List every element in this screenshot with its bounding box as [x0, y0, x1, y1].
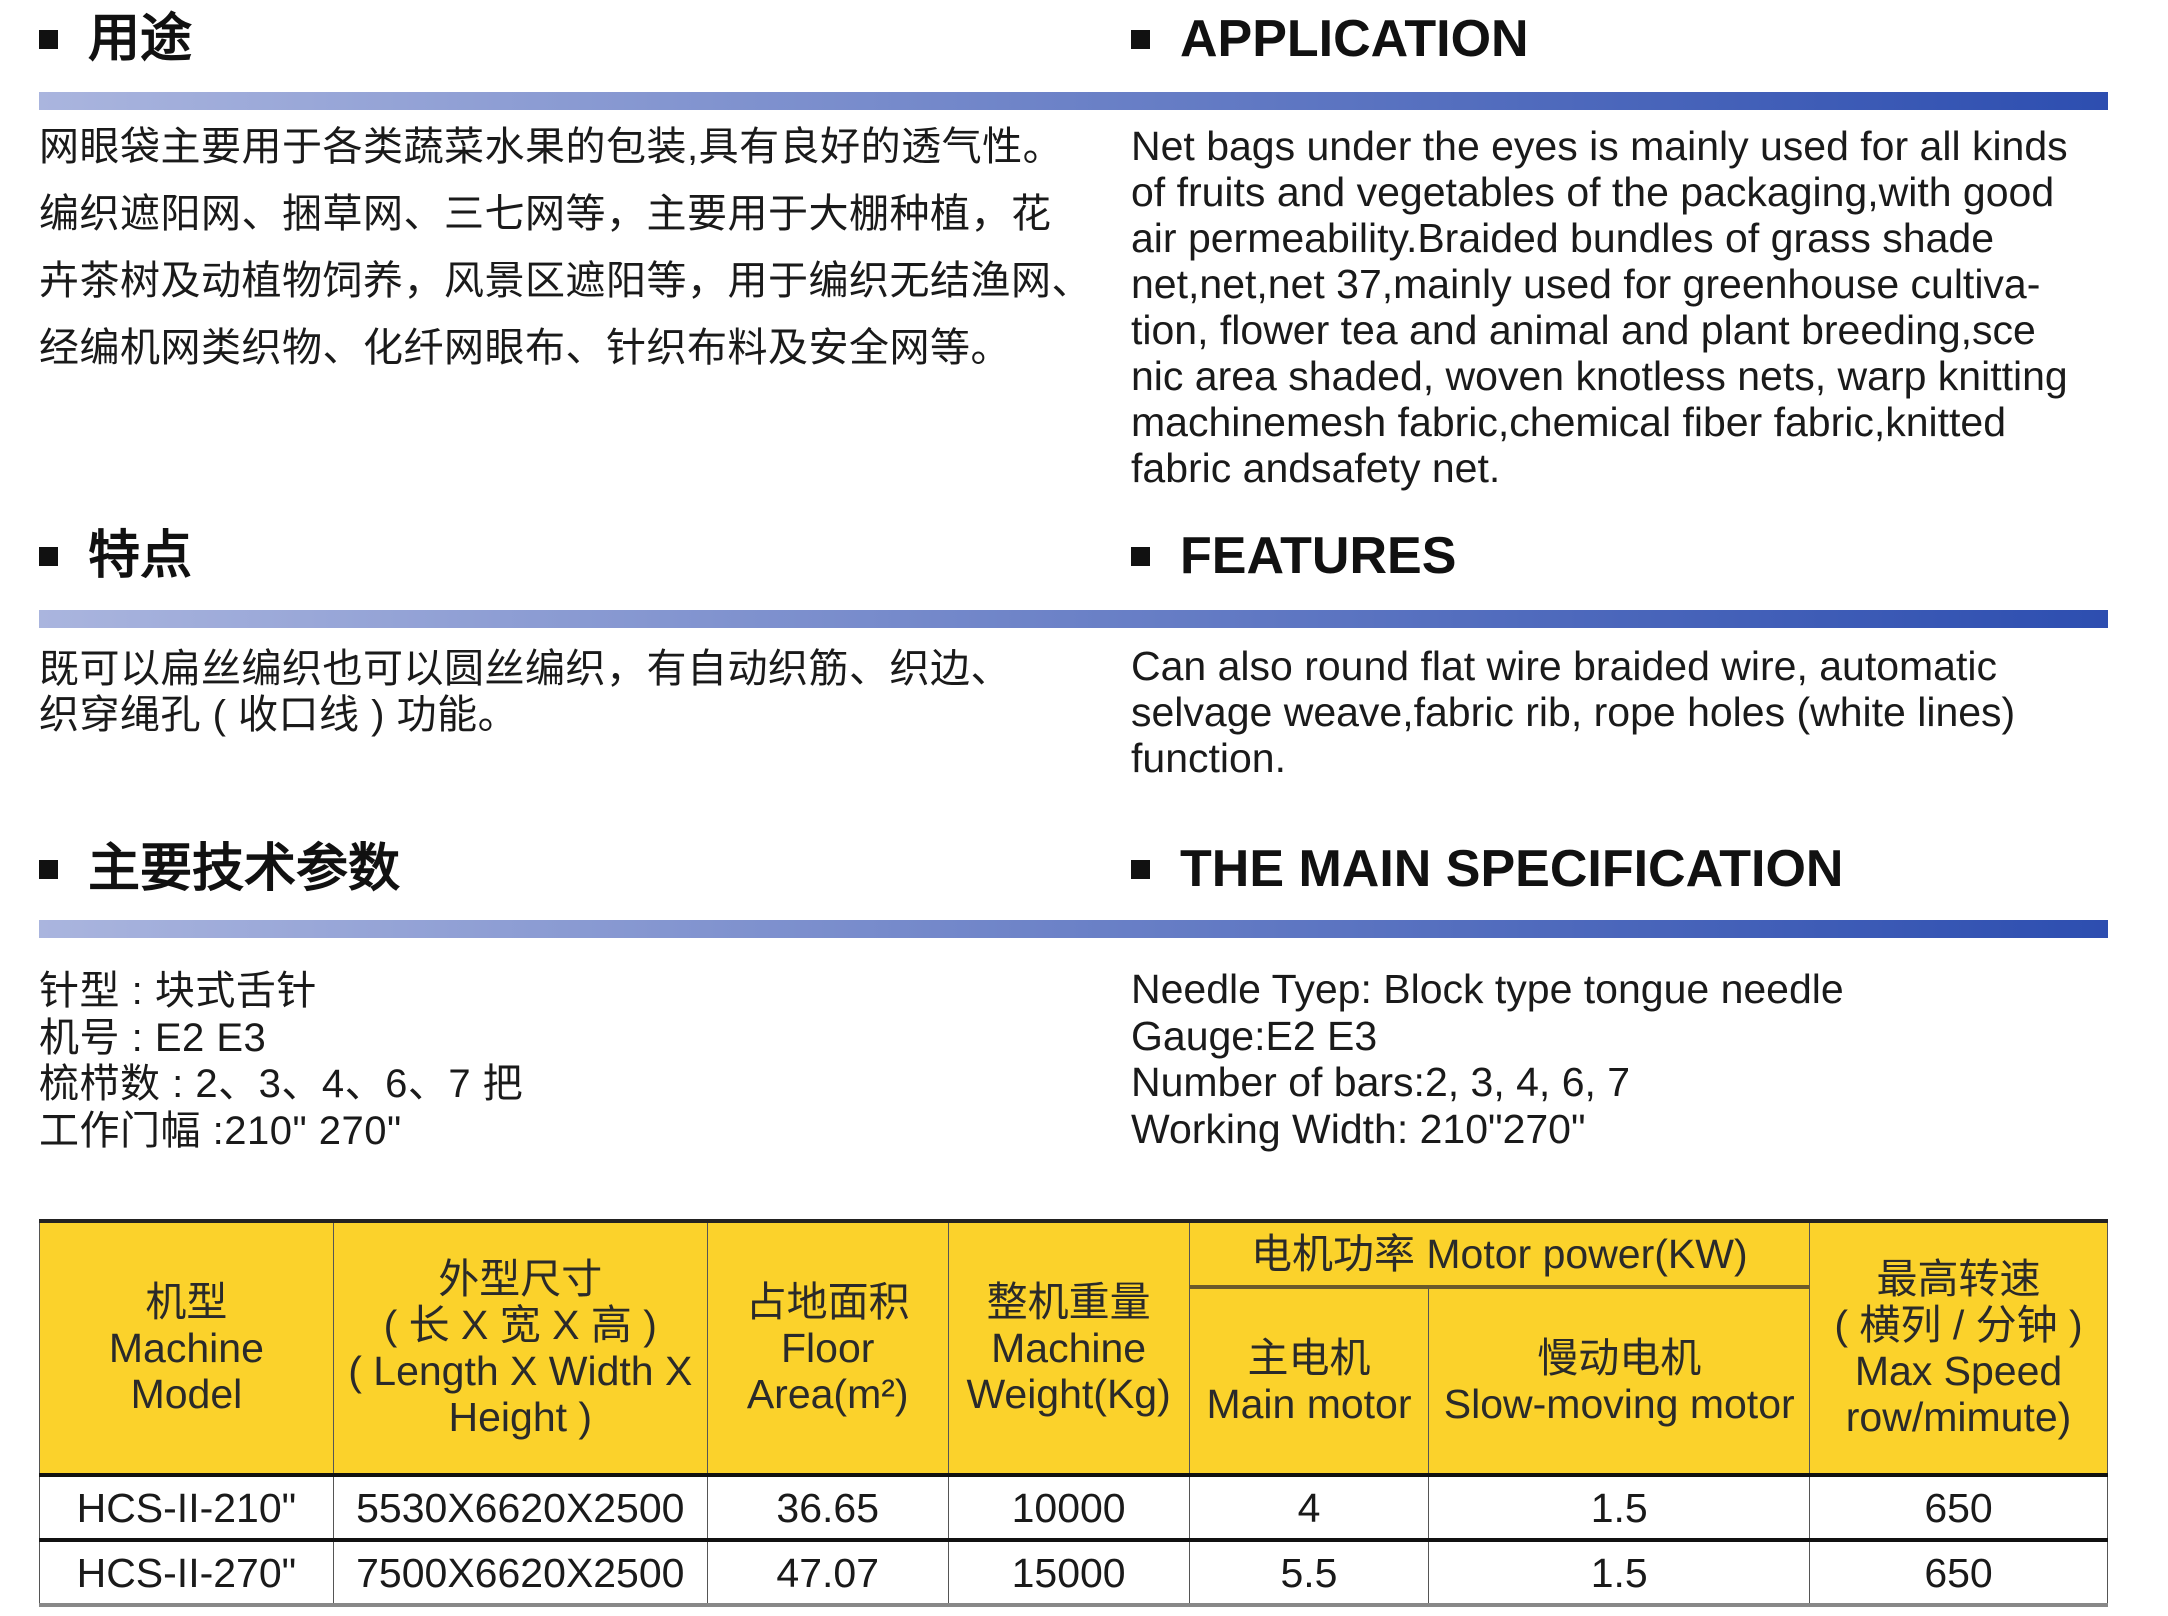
text-line: of fruits and vegetables of the packagin…	[1131, 169, 2055, 215]
cell-main-motor: 5.5	[1188, 1538, 1430, 1607]
header-line: row/mimute)	[1845, 1394, 2072, 1440]
text-line: nic area shaded, woven knotless nets, wa…	[1131, 353, 2068, 399]
cell-model: HCS-II-270"	[39, 1538, 334, 1607]
section-divider-bar	[39, 610, 2108, 628]
heading-text: 用途	[88, 10, 193, 68]
header-line: 整机重量	[986, 1279, 1151, 1325]
header-line: Floor	[780, 1325, 875, 1371]
cell-slow-motor: 1.5	[1428, 1473, 1811, 1541]
spec-text-zh: 针型 : 块式舌针 机号 : E2 E3 梳栉数 : 2、3、4、6、7 把 工…	[39, 968, 1109, 1154]
table-row: HCS-II-210" 5530X6620X2500 36.65 10000 4…	[39, 1473, 2108, 1541]
text-line: 织穿绳孔 ( 收口线 ) 功能。	[39, 693, 519, 737]
spec-heading-en: THE MAIN SPECIFICATION	[1131, 839, 1843, 899]
header-line: Main motor	[1206, 1381, 1412, 1427]
application-heading-zh: 用途	[39, 9, 192, 69]
header-size: 外型尺寸( 长 X 宽 X 高 )( Length X Width X Heigh…	[332, 1219, 708, 1476]
text-line: Needle Tyep: Block type tongue needle	[1131, 966, 1844, 1012]
bullet-square-icon	[1131, 546, 1150, 566]
features-text-zh: 既可以扁丝编织也可以圆丝编织，有自动织筋、织边、 织穿绳孔 ( 收口线 ) 功能…	[39, 646, 1109, 738]
features-heading-zh: 特点	[39, 526, 192, 586]
text-line: Working Width: 210"270"	[1131, 1105, 1586, 1152]
header-line: Weight(Kg)	[966, 1371, 1171, 1417]
text-line: 经编机网类织物、化纤网眼布、针织布料及安全网等。	[39, 326, 1011, 370]
header-line: Machine	[108, 1325, 264, 1371]
text-line: 卉茶树及动植物饲养，风景区遮阳等，用于编织无结渔网、	[39, 259, 1092, 303]
header-slow-motor: 慢动电机 Slow-moving motor	[1428, 1286, 1811, 1476]
heading-text: 特点	[88, 527, 193, 585]
cell-main-motor: 4	[1188, 1473, 1430, 1541]
text-line: Can also round flat wire braided wire, a…	[1131, 643, 1997, 689]
header-main-motor: 主电机 Main motor	[1188, 1286, 1430, 1476]
text-line: 网眼袋主要用于各类蔬菜水果的包装,具有良好的透气性。	[39, 125, 1064, 169]
text-line: air permeability.Braided bundles of gras…	[1131, 215, 1995, 261]
text-line: Gauge:E2 E3	[1131, 1012, 1378, 1059]
header-line: 慢动电机	[1537, 1335, 1702, 1381]
section-divider-bar	[39, 920, 2108, 938]
cell-speed: 650	[1809, 1473, 2108, 1541]
text-line: tion, flower tea and animal and plant br…	[1131, 307, 2036, 353]
text-line: 梳栉数 : 2、3、4、6、7 把	[39, 1062, 524, 1106]
cell-size: 7500X6620X2500	[332, 1538, 708, 1607]
header-line: Max Speed	[1854, 1348, 2063, 1394]
table-row: HCS-II-270" 7500X6620X2500 47.07 15000 5…	[39, 1538, 2108, 1607]
header-line: ( Length X Width X	[348, 1348, 693, 1394]
header-line: Area(m²)	[746, 1371, 909, 1417]
text-line: 针型 : 块式舌针	[39, 969, 317, 1013]
header-line: Slow-moving motor	[1443, 1381, 1795, 1427]
cell-slow-motor: 1.5	[1428, 1538, 1811, 1607]
header-line: Machine	[991, 1325, 1147, 1371]
header-line: Model	[130, 1371, 243, 1417]
application-text-en: Net bags under the eyes is mainly used f…	[1131, 123, 2161, 491]
spec-table: 机型 Machine Model 外型尺寸( 长 X 宽 X 高 )( Length…	[39, 1219, 2108, 1607]
text-line: Net bags under the eyes is mainly used f…	[1131, 123, 2068, 169]
heading-text: APPLICATION	[1180, 10, 1529, 68]
cell-weight: 15000	[947, 1538, 1190, 1607]
text-line: selvage weave,fabric rib, rope holes (wh…	[1131, 689, 2016, 735]
text-line: Number of bars:2, 3, 4, 6, 7	[1131, 1059, 1631, 1105]
bullet-square-icon	[39, 859, 58, 879]
cell-area: 36.65	[706, 1473, 949, 1541]
header-speed: 最高转速( 横列 / 分钟 ) Max Speed row/mimute)	[1809, 1219, 2108, 1476]
text-line: machinemesh fabric,chemical fiber fabric…	[1131, 399, 2007, 445]
text-line: 工作门幅 :210" 270"	[39, 1108, 402, 1153]
header-model: 机型 Machine Model	[39, 1219, 334, 1476]
features-text-en: Can also round flat wire braided wire, a…	[1131, 643, 2161, 781]
header-area: 占地面积 Floor Area(m²)	[706, 1219, 949, 1476]
cell-model: HCS-II-210"	[39, 1473, 334, 1541]
header-line: ( 横列 / 分钟 )	[1834, 1302, 2083, 1348]
text-line: function.	[1131, 735, 1286, 781]
features-heading-en: FEATURES	[1131, 526, 1456, 586]
cell-area: 47.07	[706, 1538, 949, 1607]
header-line: Height )	[448, 1394, 593, 1440]
text-line: fabric andsafety net.	[1131, 445, 1501, 491]
spec-heading-zh: 主要技术参数	[39, 839, 400, 899]
header-weight: 整机重量 Machine Weight(Kg)	[947, 1219, 1190, 1476]
text-line: net,net,net 37,mainly used for greenhous…	[1131, 261, 2041, 307]
heading-text: 主要技术参数	[88, 840, 401, 898]
bullet-square-icon	[1131, 29, 1150, 49]
header-motor-power: 电机功率 Motor power(KW)	[1188, 1219, 1811, 1289]
bullet-square-icon	[39, 546, 58, 566]
header-line: 占地面积	[745, 1279, 910, 1325]
header-line: 外型尺寸	[438, 1256, 603, 1302]
text-line: 既可以扁丝编织也可以圆丝编织，有自动织筋、织边、	[39, 647, 1011, 691]
application-heading-en: APPLICATION	[1131, 9, 1529, 69]
cell-speed: 650	[1809, 1538, 2108, 1607]
text-line: 机号 : E2 E3	[39, 1015, 267, 1060]
section-divider-bar	[39, 92, 2108, 110]
text-line: 编织遮阳网、捆草网、三七网等，主要用于大棚种植，花	[39, 192, 1052, 236]
header-line: ( 长 X 宽 X 高 )	[383, 1302, 657, 1348]
cell-weight: 10000	[947, 1473, 1190, 1541]
application-text-zh: 网眼袋主要用于各类蔬菜水果的包装,具有良好的透气性。 编织遮阳网、捆草网、三七网…	[39, 114, 1109, 382]
bullet-square-icon	[1131, 859, 1150, 879]
header-line: 机型	[145, 1279, 228, 1325]
heading-text: FEATURES	[1180, 527, 1457, 585]
header-line: 主电机	[1247, 1335, 1371, 1381]
bullet-square-icon	[39, 29, 58, 49]
header-line: 最高转速	[1876, 1256, 2041, 1302]
spec-text-en: Needle Tyep: Block type tongue needle Ga…	[1131, 966, 2161, 1152]
cell-size: 5530X6620X2500	[332, 1473, 708, 1541]
heading-text: THE MAIN SPECIFICATION	[1180, 840, 1844, 898]
